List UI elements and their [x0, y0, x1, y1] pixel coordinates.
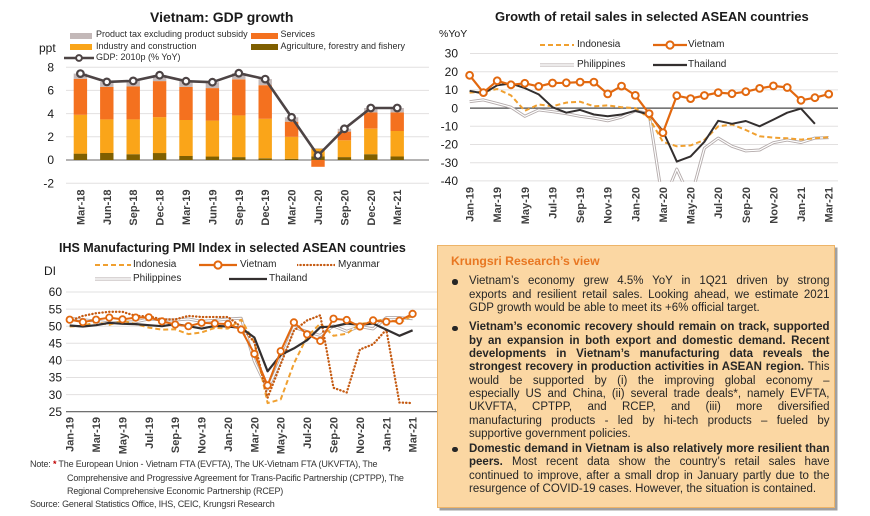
svg-text:40: 40	[49, 354, 63, 368]
svg-text:2: 2	[47, 130, 54, 144]
svg-text:Sep-20: Sep-20	[741, 187, 753, 223]
svg-text:35: 35	[49, 371, 63, 385]
svg-text:Jun-20: Jun-20	[313, 190, 325, 225]
svg-text:Sep-19: Sep-19	[170, 417, 182, 453]
svg-text:Jan-20: Jan-20	[630, 187, 642, 222]
svg-text:0: 0	[47, 153, 54, 167]
svg-text:30: 30	[49, 388, 63, 402]
svg-text:Dec-20: Dec-20	[366, 190, 378, 226]
svg-text:45: 45	[49, 337, 63, 351]
svg-text:30: 30	[445, 47, 459, 61]
svg-text:Jan-20: Jan-20	[223, 417, 235, 452]
svg-text:Nov-20: Nov-20	[355, 417, 367, 454]
svg-text:Mar-20: Mar-20	[287, 190, 299, 225]
svg-text:Jul-19: Jul-19	[144, 417, 156, 449]
svg-text:Mar-18: Mar-18	[75, 190, 87, 225]
svg-text:-10: -10	[441, 120, 459, 134]
svg-text:Jan-19: Jan-19	[65, 417, 77, 452]
svg-text:Nov-19: Nov-19	[197, 417, 209, 454]
svg-text:Sep-19: Sep-19	[234, 189, 246, 225]
svg-text:Dec-19: Dec-19	[260, 190, 272, 226]
svg-text:Mar-19: Mar-19	[91, 417, 103, 452]
svg-text:8: 8	[47, 60, 54, 74]
svg-text:Mar-19: Mar-19	[492, 187, 504, 222]
svg-text:Dec-18: Dec-18	[155, 190, 167, 226]
svg-text:Jul-19: Jul-19	[547, 187, 559, 219]
svg-text:May-20: May-20	[276, 417, 288, 454]
svg-text:60: 60	[49, 285, 63, 299]
svg-text:Mar-21: Mar-21	[408, 417, 420, 452]
svg-text:Nov-19: Nov-19	[603, 187, 615, 224]
svg-text:50: 50	[49, 319, 63, 333]
svg-text:-2: -2	[43, 176, 54, 190]
svg-text:25: 25	[49, 405, 63, 419]
svg-text:Mar-20: Mar-20	[249, 417, 261, 452]
svg-text:-30: -30	[441, 156, 459, 170]
svg-text:55: 55	[49, 302, 63, 316]
svg-text:Nov-20: Nov-20	[768, 187, 780, 224]
svg-text:Mar-20: Mar-20	[658, 187, 670, 222]
svg-text:-20: -20	[441, 138, 459, 152]
svg-text:Sep-19: Sep-19	[575, 187, 587, 223]
svg-text:Sep-18: Sep-18	[128, 190, 140, 226]
svg-text:Jan-21: Jan-21	[381, 417, 393, 452]
svg-text:6: 6	[47, 84, 54, 98]
svg-text:May-19: May-19	[520, 187, 532, 224]
svg-text:Mar-21: Mar-21	[824, 187, 836, 222]
svg-text:Mar-21: Mar-21	[392, 190, 404, 225]
svg-text:0: 0	[451, 101, 458, 115]
svg-text:Jan-21: Jan-21	[796, 187, 808, 222]
svg-text:4: 4	[47, 107, 54, 121]
svg-text:Jan-19: Jan-19	[465, 187, 477, 222]
svg-text:Sep-20: Sep-20	[339, 190, 351, 226]
svg-text:Jul-20: Jul-20	[713, 187, 725, 219]
svg-text:Jun-19: Jun-19	[207, 190, 219, 225]
svg-text:Jul-20: Jul-20	[302, 417, 314, 449]
svg-text:20: 20	[445, 65, 459, 79]
svg-text:Jun-18: Jun-18	[102, 190, 114, 225]
svg-text:10: 10	[445, 83, 459, 97]
svg-text:May-19: May-19	[117, 417, 129, 454]
svg-text:Mar-19: Mar-19	[181, 190, 193, 225]
svg-text:May-20: May-20	[686, 187, 698, 224]
svg-text:Sep-20: Sep-20	[328, 417, 340, 453]
svg-text:-40: -40	[441, 174, 459, 188]
